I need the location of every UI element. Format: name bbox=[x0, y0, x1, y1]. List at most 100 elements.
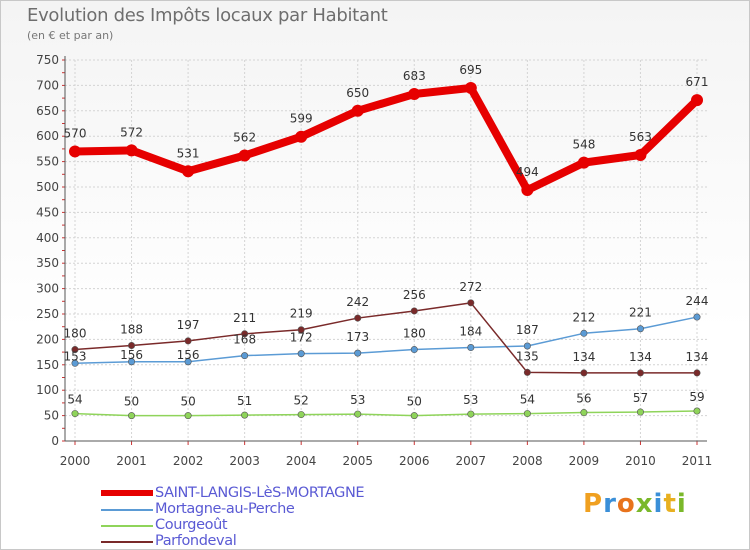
x-tick-label: 2007 bbox=[456, 454, 487, 468]
legend-swatch-saint-langis bbox=[101, 490, 153, 496]
logo-letter: i bbox=[676, 489, 687, 519]
data-label-parfondeval: 272 bbox=[459, 280, 482, 294]
data-point-mortagne bbox=[184, 358, 192, 366]
legend-label-parfondeval: Parfondeval bbox=[155, 533, 237, 549]
data-point-saint-langis bbox=[464, 81, 477, 94]
data-point-mortagne bbox=[354, 349, 362, 357]
y-tick-label: 650 bbox=[36, 104, 59, 118]
data-label-mortagne: 184 bbox=[459, 325, 482, 339]
x-tick-label: 2006 bbox=[399, 454, 430, 468]
series-line-courgeout bbox=[74, 410, 698, 417]
data-point-courgeout bbox=[580, 409, 588, 417]
y-tick-label: 200 bbox=[36, 332, 59, 346]
data-point-courgeout bbox=[693, 407, 701, 415]
data-label-mortagne: 244 bbox=[686, 294, 709, 308]
x-tick-label: 2000 bbox=[60, 454, 91, 468]
data-point-mortagne bbox=[241, 352, 249, 360]
y-tick-label: 750 bbox=[36, 53, 59, 67]
series-line-parfondeval bbox=[74, 302, 698, 374]
x-tick-label: 2010 bbox=[625, 454, 656, 468]
data-label-mortagne: 221 bbox=[629, 306, 652, 320]
data-point-saint-langis bbox=[691, 94, 703, 107]
y-tick-label: 350 bbox=[36, 256, 59, 270]
data-point-saint-langis bbox=[125, 144, 138, 157]
data-point-parfondeval bbox=[410, 307, 418, 315]
data-point-saint-langis bbox=[634, 148, 647, 161]
data-label-courgeout: 50 bbox=[124, 395, 139, 409]
data-label-courgeout: 54 bbox=[67, 393, 82, 407]
data-point-parfondeval bbox=[184, 337, 192, 345]
data-label-courgeout: 59 bbox=[689, 390, 704, 404]
data-point-mortagne bbox=[693, 313, 701, 321]
data-label-mortagne: 212 bbox=[572, 310, 595, 324]
logo-letter: i bbox=[653, 489, 664, 519]
data-point-saint-langis bbox=[521, 184, 534, 197]
data-point-parfondeval bbox=[523, 368, 531, 376]
y-tick-label: 0 bbox=[51, 434, 59, 448]
y-tick-label: 700 bbox=[36, 78, 59, 92]
data-label-mortagne: 172 bbox=[290, 331, 313, 345]
data-point-parfondeval bbox=[467, 299, 475, 307]
data-label-saint-langis: 531 bbox=[177, 146, 200, 160]
data-label-courgeout: 54 bbox=[520, 393, 535, 407]
data-label-parfondeval: 211 bbox=[233, 311, 256, 325]
x-tick-label: 2008 bbox=[512, 454, 543, 468]
y-tick-label: 250 bbox=[36, 307, 59, 321]
data-label-saint-langis: 695 bbox=[459, 63, 482, 77]
legend-swatch-parfondeval bbox=[101, 541, 153, 543]
x-tick-label: 2009 bbox=[569, 454, 600, 468]
y-tick-label: 50 bbox=[44, 409, 59, 423]
data-label-saint-langis: 671 bbox=[686, 75, 709, 89]
data-label-courgeout: 51 bbox=[237, 394, 252, 408]
y-tick-label: 600 bbox=[36, 129, 59, 143]
data-point-parfondeval bbox=[693, 369, 701, 377]
data-label-parfondeval: 242 bbox=[346, 295, 369, 309]
data-label-courgeout: 50 bbox=[180, 395, 195, 409]
data-label-mortagne: 187 bbox=[516, 323, 539, 337]
data-point-courgeout bbox=[128, 412, 136, 420]
data-point-saint-langis bbox=[351, 104, 364, 117]
data-label-saint-langis: 572 bbox=[120, 125, 143, 139]
data-label-mortagne: 153 bbox=[64, 349, 87, 363]
data-point-courgeout bbox=[297, 411, 305, 419]
data-point-courgeout bbox=[71, 410, 79, 418]
data-point-courgeout bbox=[523, 410, 531, 418]
data-label-parfondeval: 188 bbox=[120, 322, 143, 336]
chart-subtitle: (en € et par an) bbox=[27, 29, 114, 42]
data-point-courgeout bbox=[636, 408, 644, 416]
data-point-saint-langis bbox=[69, 145, 81, 158]
legend-swatch-mortagne bbox=[101, 509, 153, 511]
chart-title: Evolution des Impôts locaux par Habitant bbox=[27, 5, 388, 26]
data-point-saint-langis bbox=[577, 156, 590, 169]
data-point-mortagne bbox=[410, 346, 418, 354]
data-point-saint-langis bbox=[408, 88, 421, 101]
data-point-mortagne bbox=[297, 350, 305, 358]
y-tick-label: 450 bbox=[36, 205, 59, 219]
x-tick-label: 2005 bbox=[342, 454, 373, 468]
data-point-saint-langis bbox=[295, 130, 308, 143]
data-point-parfondeval bbox=[128, 341, 136, 349]
data-label-courgeout: 53 bbox=[350, 393, 365, 407]
data-label-saint-langis: 562 bbox=[233, 131, 256, 145]
data-point-courgeout bbox=[467, 410, 475, 418]
data-point-courgeout bbox=[241, 411, 249, 419]
y-tick-label: 400 bbox=[36, 231, 59, 245]
y-tick-label: 300 bbox=[36, 282, 59, 296]
data-label-saint-langis: 683 bbox=[403, 69, 426, 83]
data-point-parfondeval bbox=[241, 330, 249, 338]
data-label-parfondeval: 135 bbox=[516, 349, 539, 363]
data-point-parfondeval bbox=[297, 326, 305, 334]
data-label-parfondeval: 134 bbox=[629, 350, 652, 364]
data-label-courgeout: 53 bbox=[463, 393, 478, 407]
data-point-mortagne bbox=[636, 325, 644, 333]
data-label-courgeout: 50 bbox=[407, 395, 422, 409]
data-label-saint-langis: 563 bbox=[629, 130, 652, 144]
data-point-courgeout bbox=[184, 412, 192, 420]
y-tick-label: 150 bbox=[36, 358, 59, 372]
data-label-saint-langis: 494 bbox=[516, 165, 539, 179]
data-label-parfondeval: 256 bbox=[403, 288, 426, 302]
logo-letter: P bbox=[583, 489, 604, 519]
data-point-parfondeval bbox=[580, 369, 588, 377]
